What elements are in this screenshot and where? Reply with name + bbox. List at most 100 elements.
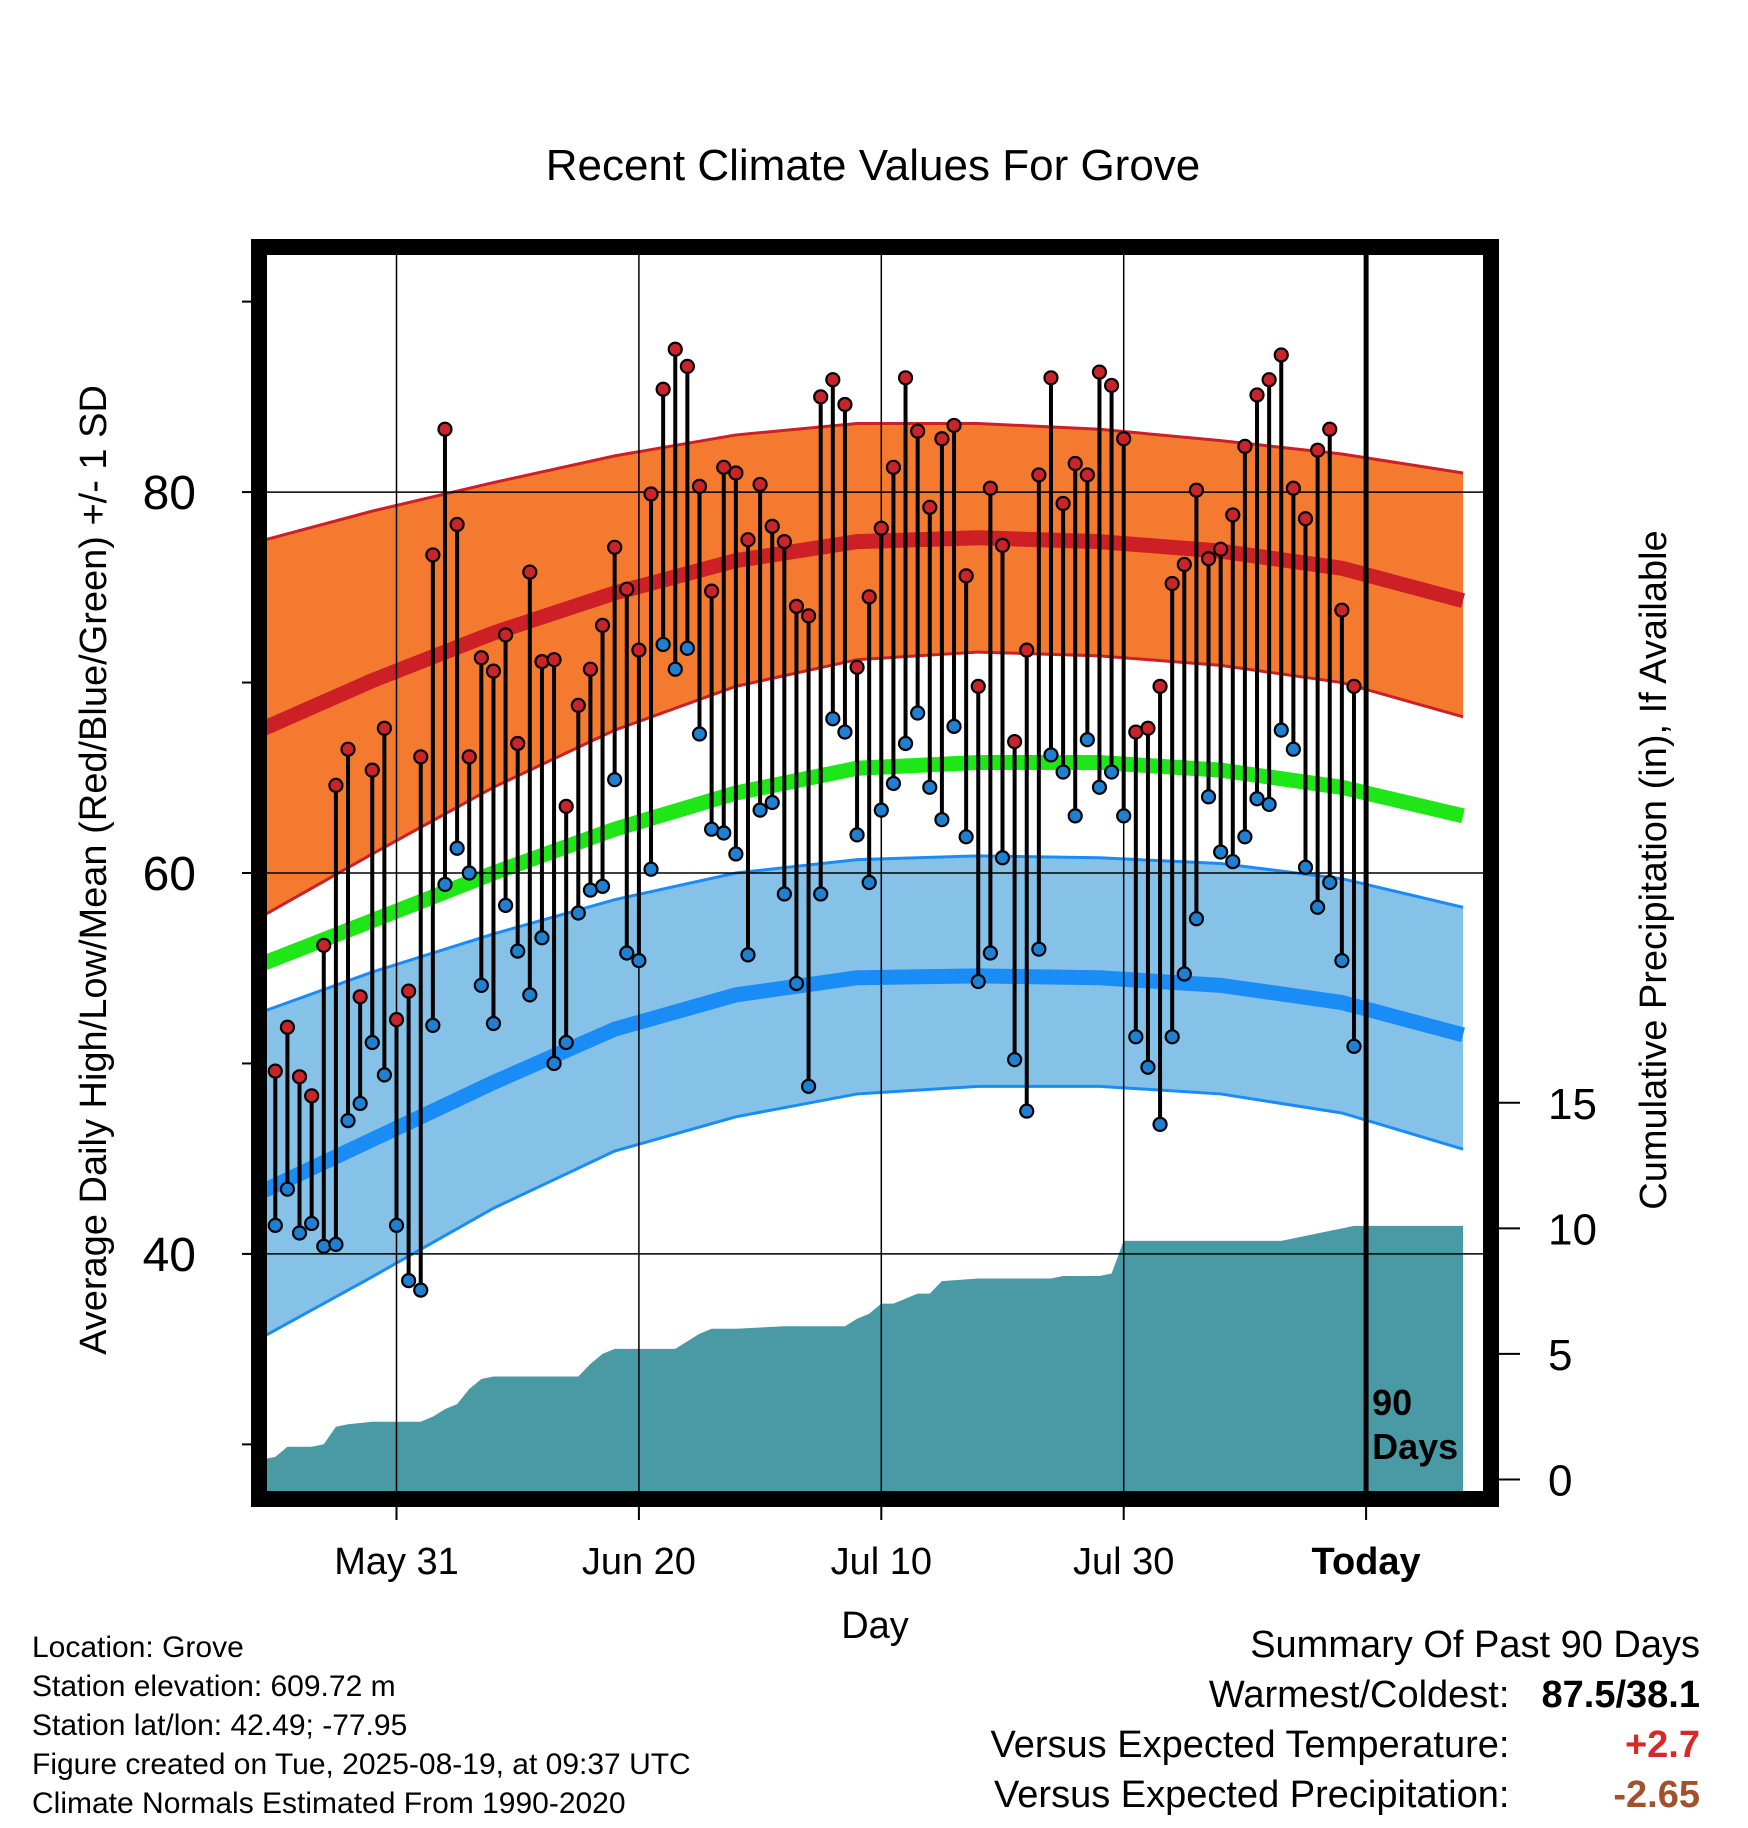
daily-high-point	[1188, 482, 1205, 498]
y2-tick-label: 10	[1548, 1205, 1597, 1254]
daily-low-point	[897, 735, 914, 752]
daily-high-point	[1249, 387, 1265, 403]
daily-high-point	[522, 564, 538, 580]
daily-low-point	[958, 829, 974, 845]
daily-high-point	[1140, 720, 1156, 736]
daily-low-point	[279, 1181, 296, 1197]
y-axis-label: Average Daily High/Low/Mean (Red/Blue/Gr…	[73, 385, 115, 1355]
daily-low-point	[522, 987, 538, 1003]
daily-low-point	[1346, 1038, 1362, 1054]
summary-temp-label: Versus Expected Temperature:	[990, 1724, 1510, 1766]
normal-low-line	[266, 968, 1465, 1199]
daily-low-point	[510, 943, 526, 959]
daily-high-point	[1237, 438, 1253, 454]
daily-low-point	[1237, 829, 1253, 845]
daily-low-point	[401, 1272, 417, 1289]
daily-high-point	[619, 581, 635, 597]
daily-high-point	[316, 937, 332, 953]
y-tick-label: 40	[143, 1229, 196, 1282]
y2-tick-label: 5	[1548, 1331, 1572, 1380]
daily-high-point	[994, 537, 1011, 554]
daily-low-point	[340, 1112, 356, 1129]
daily-low-point	[1091, 779, 1108, 795]
daily-high-point	[1031, 467, 1047, 483]
daily-low-point	[1225, 853, 1241, 870]
daily-high-point	[704, 583, 720, 599]
daily-high-point	[1043, 370, 1059, 386]
daily-low-point	[1103, 764, 1120, 780]
daily-low-point	[316, 1238, 332, 1254]
daily-low-point	[728, 846, 744, 862]
daily-high-point	[1152, 678, 1168, 694]
daily-low-point	[788, 975, 805, 992]
daily-range-stems	[273, 349, 1356, 1291]
daily-low-point	[1285, 741, 1301, 757]
x-axis-label: Day	[841, 1605, 909, 1647]
daily-high-point	[449, 516, 465, 533]
daily-high-point	[679, 358, 695, 374]
daily-high-point	[1007, 733, 1023, 750]
summary-warmest-label: Warmest/Coldest:	[1208, 1674, 1510, 1716]
daily-high-point	[776, 533, 792, 550]
daily-high-point	[1322, 421, 1338, 437]
summary-precip-row: Versus Expected Precipitation: -2.65	[991, 1770, 1700, 1820]
daily-high-point	[752, 476, 768, 493]
station-info: Location: Grove Station elevation: 609.7…	[32, 1628, 691, 1823]
daily-low-point	[1334, 953, 1350, 969]
daily-low-point	[716, 825, 732, 841]
low-band-upper-edge	[266, 854, 1464, 1013]
daily-high-point	[970, 678, 986, 694]
daily-low-point	[1152, 1116, 1168, 1133]
daily-low-point	[619, 945, 635, 961]
daily-high-point	[1079, 467, 1095, 483]
daily-low-point	[691, 726, 708, 742]
daily-low-point	[1055, 764, 1071, 780]
y-tick-label: 60	[143, 848, 196, 901]
daily-high-point	[1019, 642, 1035, 658]
daily-low-point	[849, 827, 865, 843]
daily-low-point	[413, 1282, 429, 1298]
daily-high-point	[849, 659, 865, 675]
daily-low-point	[291, 1225, 308, 1241]
daily-low-point	[1213, 844, 1229, 860]
daily-low-point	[752, 802, 768, 818]
daily-low-point	[473, 977, 489, 993]
daily-low-point	[1249, 791, 1265, 807]
daily-low-point	[437, 876, 453, 893]
high-band-lower-edge	[266, 650, 1464, 916]
info-created: Figure created on Tue, 2025-08-19, at 09…	[32, 1748, 691, 1781]
daily-low-point	[1322, 874, 1338, 891]
daily-low-point	[425, 1017, 441, 1033]
y2-axis-label: Cumulative Precipitation (in), If Availa…	[1633, 530, 1675, 1209]
daily-low-point	[1273, 722, 1289, 738]
daily-high-point	[1176, 556, 1192, 573]
plot-frame	[251, 239, 1499, 1507]
daily-high-point	[728, 465, 744, 481]
daily-low-point	[704, 821, 720, 837]
daily-high-point	[1285, 480, 1301, 496]
daily-low-point	[934, 812, 950, 828]
axes: 40 60 80 0 5 10 15 May 31 Jun 20 Jul 10 Jul 30 Toda…	[143, 300, 1597, 1583]
daily-temperature-points	[267, 341, 1362, 1298]
daily-low-point	[1031, 941, 1047, 957]
daily-low-point	[364, 1034, 380, 1051]
daily-high-point	[1213, 541, 1229, 557]
daily-low-point	[679, 640, 695, 656]
x-tick-label: Jun 20	[582, 1541, 696, 1583]
daily-low-point	[970, 973, 986, 990]
daily-high-point	[825, 372, 841, 388]
y-tick-label: 80	[143, 467, 196, 520]
daily-low-point	[885, 775, 902, 792]
daily-high-point	[958, 568, 974, 584]
daily-low-point	[376, 1067, 392, 1083]
daily-low-point	[534, 930, 550, 946]
daily-low-point	[594, 878, 611, 894]
daily-low-point	[1079, 732, 1095, 748]
summary-temp-value: +2.7	[1624, 1724, 1700, 1766]
daily-high-point	[267, 1063, 283, 1079]
daily-low-point	[1164, 1029, 1180, 1045]
daily-low-point	[982, 945, 998, 961]
daily-low-point	[582, 882, 599, 898]
daily-low-point	[304, 1215, 320, 1232]
x-tick-label: May 31	[334, 1541, 459, 1583]
